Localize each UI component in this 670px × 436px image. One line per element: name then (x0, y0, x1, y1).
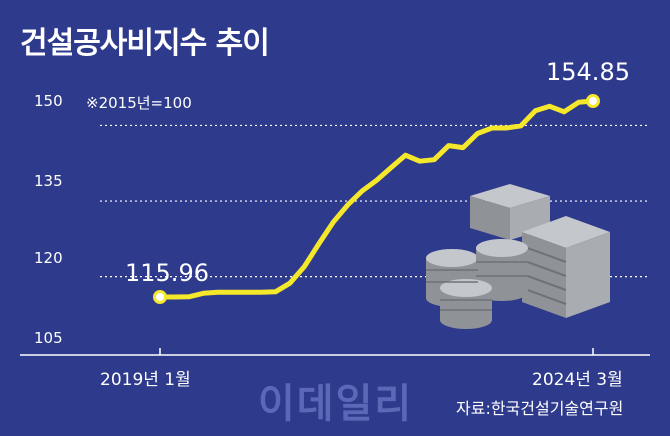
coins-illustration (426, 184, 610, 329)
y-tick-150: 150 (34, 92, 63, 110)
series-line (157, 98, 596, 300)
end-value-label: 154.85 (546, 58, 630, 86)
source-note: 자료:한국건설기술연구원 (456, 399, 624, 418)
watermark-logo: 이데일리 (258, 381, 414, 427)
y-tick-135: 135 (34, 172, 63, 190)
start-value-label: 115.96 (125, 259, 209, 287)
x-tick-end: 2024년 3월 (532, 370, 623, 390)
end-point (586, 94, 600, 108)
y-tick-105: 105 (34, 329, 63, 347)
chart-title: 건설공사비지수 추이 (20, 26, 270, 61)
base-year-note: ※2015년=100 (86, 94, 192, 112)
start-point (153, 290, 167, 304)
x-tick-start: 2019년 1월 (100, 370, 191, 390)
y-tick-120: 120 (34, 249, 63, 267)
